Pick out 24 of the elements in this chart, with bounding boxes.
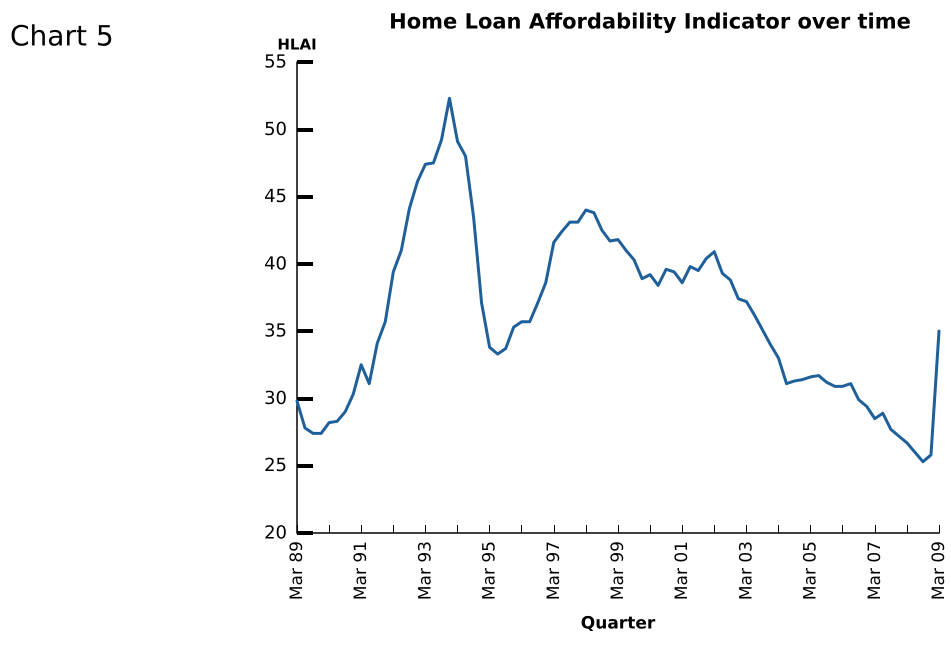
chart-title: Home Loan Affordability Indicator over time bbox=[389, 10, 911, 34]
x-tick-label: Mar 91 bbox=[351, 541, 372, 600]
y-tick-label: 45 bbox=[264, 186, 287, 208]
x-tick-label: Mar 97 bbox=[544, 541, 564, 600]
x-tick-label: Mar 07 bbox=[864, 541, 885, 600]
y-tick-label: 35 bbox=[264, 320, 287, 342]
x-tick-label: Mar 93 bbox=[415, 541, 436, 600]
x-tick-label: Mar 95 bbox=[480, 541, 500, 600]
x-tick-label: Mar 03 bbox=[736, 541, 756, 600]
y-tick-label: 30 bbox=[264, 388, 287, 409]
x-tick-label: Mar 01 bbox=[672, 541, 692, 600]
x-tick-label: Mar 89 bbox=[287, 541, 307, 600]
x-tick-label: Mar 99 bbox=[608, 541, 628, 600]
line-series bbox=[296, 96, 940, 464]
x-axis-title: Quarter bbox=[580, 614, 656, 634]
y-tick-label: 50 bbox=[264, 118, 287, 140]
y-tick-label: 20 bbox=[264, 522, 287, 544]
x-tick-label: Mar 05 bbox=[800, 541, 821, 600]
y-tick-label: 55 bbox=[264, 52, 287, 72]
y-tick-label: 25 bbox=[264, 455, 287, 476]
caption: Chart 5 bbox=[10, 20, 114, 52]
x-tick-label: Mar 09 bbox=[929, 541, 949, 600]
y-axis-title: HLAI bbox=[277, 36, 317, 54]
y-tick-label: 40 bbox=[264, 253, 287, 274]
